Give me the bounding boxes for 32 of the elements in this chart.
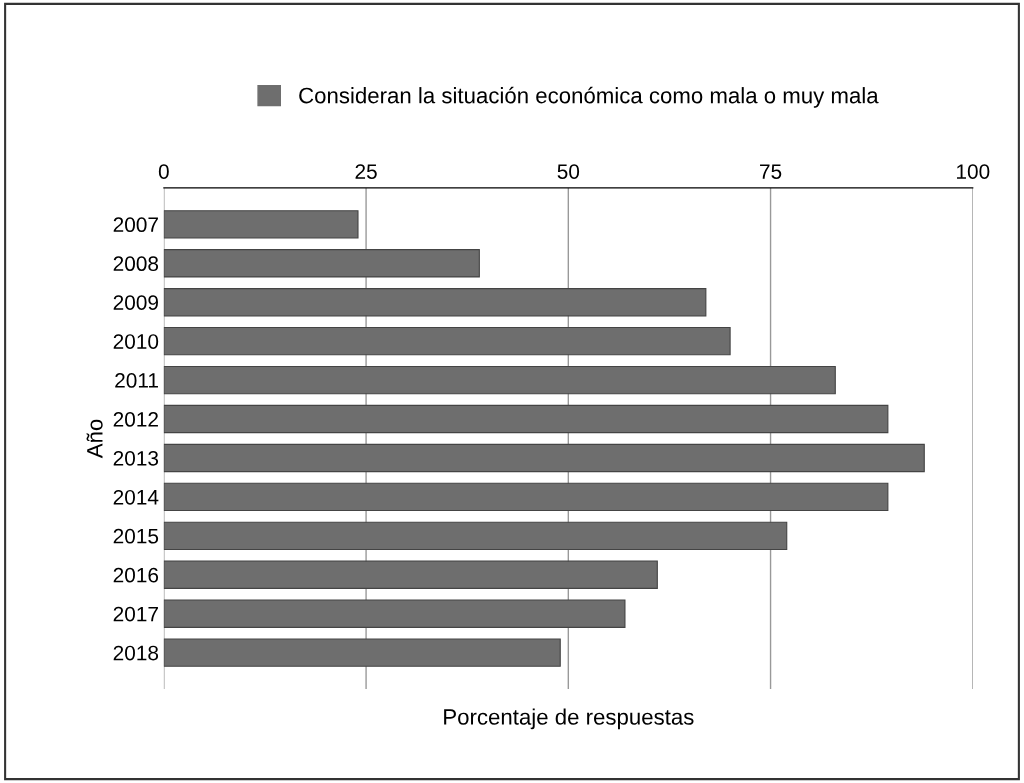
y-tick-label: 2008 (113, 256, 159, 272)
y-tick-label: 2015 (113, 528, 159, 544)
y-tick-label: 2016 (113, 567, 159, 583)
bar (163, 210, 359, 239)
y-tick-label: 2007 (113, 217, 158, 233)
x-tick-label: 75 (760, 164, 782, 179)
x-tick-label: 100 (957, 164, 990, 179)
bar (163, 326, 731, 356)
bar (163, 404, 889, 434)
bar (163, 365, 836, 395)
y-tick-label: 2018 (113, 645, 159, 661)
x-tick-label: 25 (355, 164, 377, 179)
x-tick-label: 50 (557, 164, 580, 179)
y-tick-label: 2012 (113, 412, 158, 427)
y-tick-label: 2017 (113, 606, 158, 622)
x-axis-title: Porcentaje de respuestas (444, 708, 694, 730)
x-tick-label: 0 (158, 164, 169, 179)
bar (163, 599, 626, 628)
bar (163, 560, 658, 589)
y-axis-title: Año (86, 419, 103, 459)
bar (163, 521, 788, 551)
bar (163, 443, 925, 473)
bar (163, 249, 480, 278)
y-tick-label: 2013 (113, 450, 159, 466)
bar (163, 638, 561, 667)
bar (163, 288, 707, 317)
y-tick-label: 2009 (113, 295, 158, 310)
y-tick-label: 2011 (115, 373, 158, 388)
y-tick-label: 2010 (113, 334, 159, 349)
bar (163, 482, 889, 512)
legend-label: Consideran la situación económica como mala o muy mala (299, 86, 879, 108)
y-tick-label: 2014 (113, 489, 159, 505)
